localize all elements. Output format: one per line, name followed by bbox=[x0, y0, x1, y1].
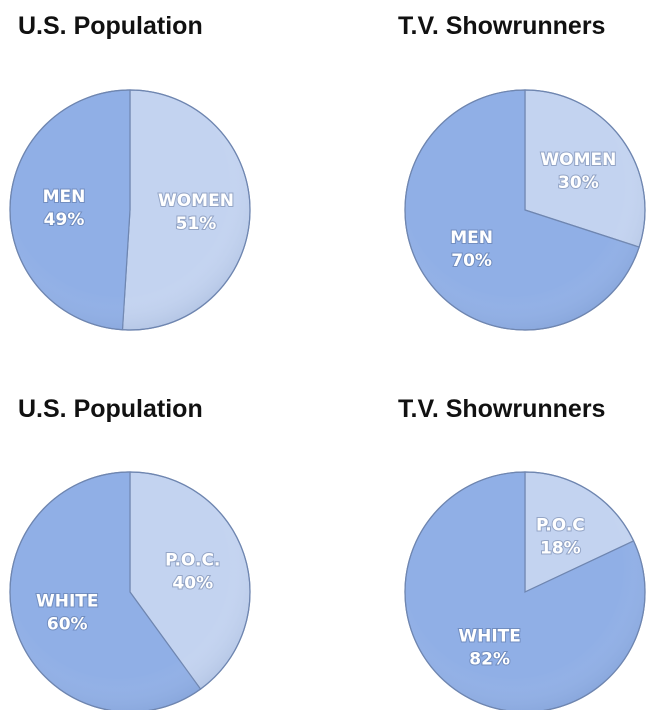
slice-value: 18% bbox=[540, 538, 581, 558]
pie-shading bbox=[9, 471, 251, 710]
slice-category: MEN bbox=[43, 187, 86, 207]
slice-category: P.O.C. bbox=[165, 551, 220, 571]
slice-value: 60% bbox=[47, 614, 88, 634]
slice-value: 40% bbox=[172, 574, 213, 594]
chart-title: T.V. Showrunners bbox=[398, 12, 605, 40]
chart-title: U.S. Population bbox=[18, 395, 203, 423]
pie-shading bbox=[404, 89, 646, 331]
slice-value: 82% bbox=[469, 650, 510, 670]
slice-value: 51% bbox=[176, 214, 217, 234]
pie-shading bbox=[404, 471, 646, 710]
pie-shading bbox=[9, 89, 251, 331]
slice-category: WHITE bbox=[36, 591, 99, 611]
slice-category: WHITE bbox=[458, 627, 521, 647]
slice-category: P.O.C bbox=[536, 515, 585, 535]
slice-category: MEN bbox=[450, 228, 493, 248]
slice-value: 70% bbox=[451, 251, 492, 271]
slice-category: WOMEN bbox=[158, 191, 234, 211]
chart-title: T.V. Showrunners bbox=[398, 395, 605, 423]
slice-value: 30% bbox=[558, 173, 599, 193]
chart-title: U.S. Population bbox=[18, 12, 203, 40]
slice-value: 49% bbox=[44, 210, 85, 230]
slice-category: WOMEN bbox=[540, 150, 616, 170]
